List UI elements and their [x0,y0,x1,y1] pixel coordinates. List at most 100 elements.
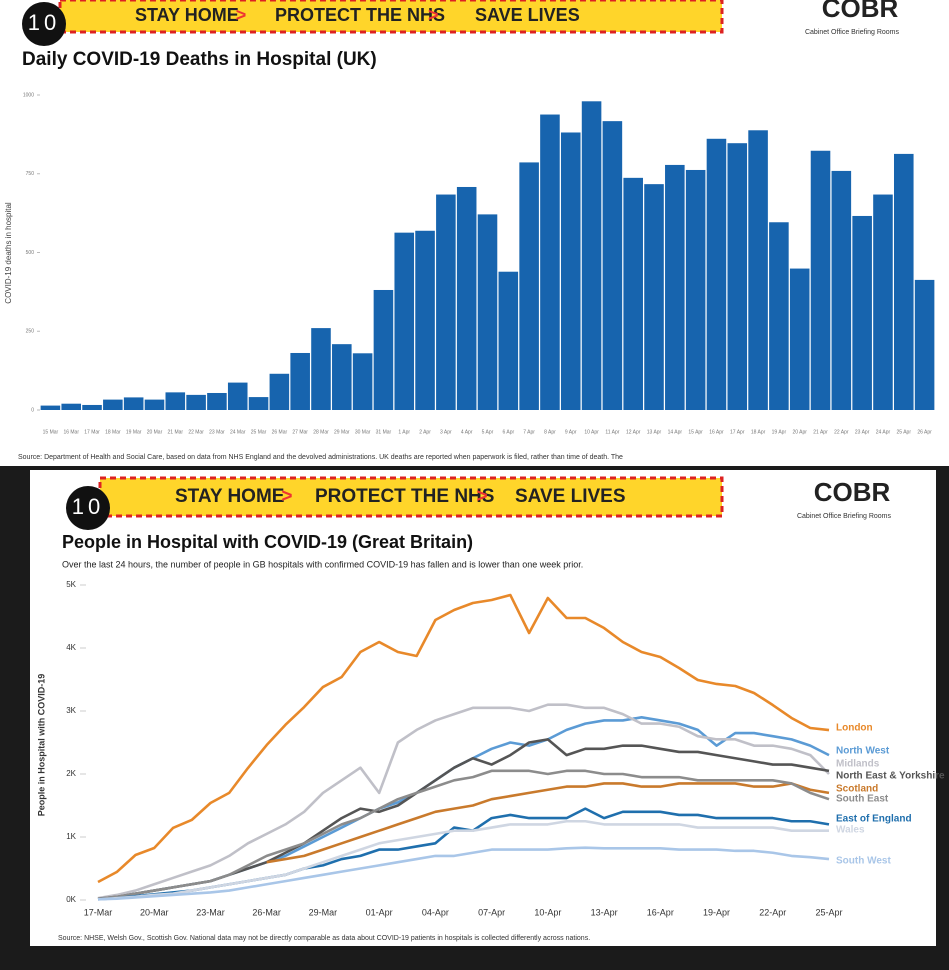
x-tick-label: 28 Mar [313,429,329,435]
x-tick-label: 18 Mar [105,429,121,435]
bar [852,215,872,410]
x-tick-label: 25 Apr [897,429,912,435]
y-tick-label: 0K [66,895,76,904]
bar [248,397,269,410]
x-tick-label: 20 Mar [147,429,163,435]
bar [415,230,435,410]
source: Source: NHSE, Welsh Gov., Scottish Gov. … [58,935,590,942]
bar [290,352,310,410]
x-tick-label: 24 Apr [876,429,891,435]
x-tick-label: 17 Mar [84,429,100,435]
bar [352,353,373,410]
x-tick-label: 15 Mar [43,429,59,435]
legend-label: South West [836,856,891,867]
x-tick-label: 12 Apr [626,429,641,435]
x-tick-label: 26-Mar [252,907,281,917]
x-tick-label: 31 Mar [376,429,392,435]
x-tick-label: 10-Apr [534,907,561,917]
slogan: SAVE LIVES [515,486,626,507]
x-tick-label: 16-Apr [647,907,674,917]
bar [82,404,102,410]
logo [22,2,66,46]
bar [498,271,519,410]
x-tick-label: 4 Apr [461,429,473,435]
series-line [97,593,830,884]
legend-label: South East [836,794,889,805]
x-tick-label: 19 Apr [772,429,787,435]
bar [311,328,331,410]
bar [873,194,893,410]
x-tick-label: 5 Apr [482,429,494,435]
bar [269,373,290,410]
logo-text: 10 [72,494,104,519]
y-tick-label: 2K [66,769,76,778]
bar [706,138,727,410]
x-tick-label: 19 Mar [126,429,142,435]
bar [831,170,852,410]
x-tick-label: 23 Apr [855,429,870,435]
bar [810,150,831,410]
bar [748,130,768,410]
bar [394,232,415,410]
chevron: > [477,486,488,507]
brand: COBR [822,0,899,23]
logo-text: 10 [28,10,60,35]
bar [519,162,539,410]
slogan: SAVE LIVES [475,5,580,25]
slogan: PROTECT THE NHS [315,486,494,507]
bar [893,153,914,410]
x-tick-label: 22 Apr [834,429,849,435]
x-tick-label: 21 Mar [168,429,184,435]
legend-label: Wales [836,825,865,836]
chart-title: People in Hospital with COVID-19 (Great … [62,532,473,552]
bar [123,397,144,410]
x-tick-label: 24 Mar [230,429,246,435]
x-tick-label: 2 Apr [419,429,431,435]
x-tick-label: 04-Apr [422,907,449,917]
bar [207,392,227,410]
x-tick-label: 07-Apr [478,907,505,917]
x-tick-label: 25 Mar [251,429,267,435]
y-tick-label: 750 [26,171,35,177]
bar [644,184,664,410]
chevron: > [428,5,439,25]
slogan: PROTECT THE NHS [275,5,445,25]
chevron: > [236,5,247,25]
bar [373,289,394,410]
chevron: > [281,486,292,507]
bar [769,222,789,410]
x-tick-label: 11 Apr [605,429,619,435]
x-tick-label: 14 Apr [668,429,683,435]
bar [665,164,685,410]
x-tick-label: 29-Mar [309,907,338,917]
bar [623,177,643,410]
y-axis-label: COVID-19 deaths in hospital [4,202,13,304]
x-tick-label: 21 Apr [813,429,828,435]
x-tick-label: 22 Mar [188,429,204,435]
y-tick-label: 1K [66,832,76,841]
bar [477,214,498,410]
x-tick-label: 20-Mar [140,907,169,917]
slogan: STAY HOME [175,486,284,507]
legend-label: North West [836,746,890,757]
x-tick-label: 26 Apr [917,429,932,435]
legend-label: Midlands [836,759,880,770]
series-line [97,846,830,901]
y-tick-label: 0 [31,407,34,413]
bar [186,394,206,410]
legend-label: London [836,723,873,734]
bar [540,114,560,410]
bar [789,268,810,410]
x-tick-label: 15 Apr [688,429,703,435]
bar [602,121,623,411]
y-tick-label: 1000 [23,92,34,98]
series-line [97,819,829,901]
x-tick-label: 3 Apr [440,429,452,435]
y-tick-label: 250 [26,329,35,335]
x-tick-label: 30 Mar [355,429,371,435]
x-tick-label: 16 Mar [63,429,79,435]
legend-label: East of England [836,814,912,825]
x-tick-label: 17-Mar [84,907,113,917]
x-tick-label: 9 Apr [565,429,577,435]
